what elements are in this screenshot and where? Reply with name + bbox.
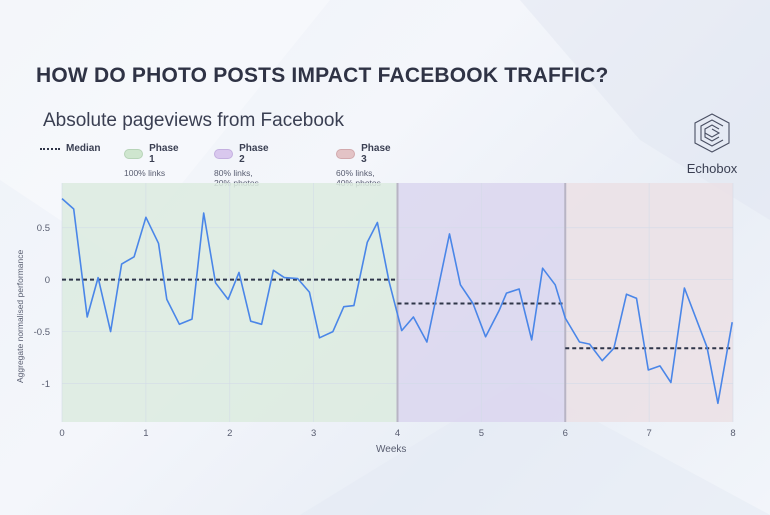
legend-label: Phase 3 xyxy=(361,143,391,165)
x-tick-label: 5 xyxy=(479,428,484,439)
x-axis-title: Weeks xyxy=(376,444,407,455)
y-tick-label: -1 xyxy=(42,379,50,390)
legend-label: Phase 1 xyxy=(149,143,179,165)
y-tick-label: 0 xyxy=(45,275,50,286)
echobox-cube-logo-icon xyxy=(694,113,730,153)
legend-item-phase-1: Phase 1 100% links xyxy=(124,143,181,178)
legend-desc: 100% links xyxy=(124,168,166,178)
legend-label: Phase 2 xyxy=(239,143,269,165)
x-tick-label: 0 xyxy=(59,428,64,439)
phase-2-swatch-icon xyxy=(214,149,234,159)
x-tick-label: 4 xyxy=(395,428,400,439)
x-tick-label: 2 xyxy=(227,428,232,439)
phase-3-swatch-icon xyxy=(336,149,356,159)
performance-line xyxy=(61,198,733,405)
y-tick-label: 0.5 xyxy=(37,223,50,234)
x-tick-label: 3 xyxy=(311,428,316,439)
x-tick-label: 7 xyxy=(646,428,651,439)
x-tick-label: 1 xyxy=(143,428,148,439)
echobox-logo: Echobox xyxy=(682,112,742,176)
page-title: HOW DO PHOTO POSTS IMPACT FACEBOOK TRAFF… xyxy=(36,64,609,87)
x-tick-label: 6 xyxy=(563,428,568,439)
brand-name: Echobox xyxy=(686,161,738,176)
legend-label: Median xyxy=(66,143,101,154)
chart-subtitle: Absolute pageviews from Facebook xyxy=(43,110,344,131)
phase-1-swatch-icon xyxy=(124,149,144,159)
y-axis-title: Aggregate normalised performance xyxy=(15,249,25,383)
legend-item-median: Median xyxy=(40,143,100,154)
y-tick-label: -0.5 xyxy=(34,327,50,338)
dotted-line-icon xyxy=(40,147,60,150)
x-tick-label: 8 xyxy=(730,428,735,439)
